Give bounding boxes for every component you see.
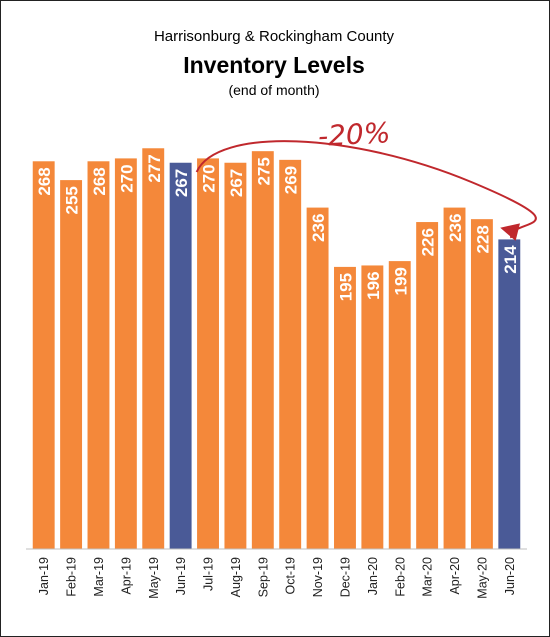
value-label-feb-19: 255	[63, 186, 82, 214]
value-label-feb-20: 199	[391, 267, 410, 295]
bar-sep-19	[251, 151, 274, 550]
x-tick-mar-19: Mar-19	[92, 557, 106, 597]
bar-mar-20	[416, 222, 439, 550]
value-label-dec-19: 195	[336, 273, 355, 301]
x-tick-oct-19: Oct-19	[284, 557, 298, 595]
bar-may-20	[470, 219, 493, 549]
value-label-aug-19: 267	[227, 169, 246, 197]
bar-may-19	[142, 148, 165, 549]
bar-jun-20	[498, 239, 521, 549]
bar-aug-19	[224, 162, 247, 550]
bar-oct-19	[279, 159, 302, 549]
value-label-mar-20: 226	[419, 228, 438, 256]
bar-feb-19	[60, 180, 83, 549]
bars-group	[32, 148, 521, 550]
value-label-may-20: 228	[473, 225, 492, 253]
chart-title: Inventory Levels	[183, 52, 365, 78]
bar-nov-19	[306, 207, 329, 549]
bar-apr-20	[443, 207, 466, 549]
bar-mar-19	[87, 161, 110, 550]
value-label-jan-20: 196	[364, 271, 383, 299]
value-label-sep-19: 275	[254, 157, 273, 185]
x-tick-aug-19: Aug-19	[229, 557, 243, 597]
value-label-mar-19: 268	[90, 167, 109, 195]
x-tick-nov-19: Nov-19	[311, 557, 325, 597]
bar-jun-19	[169, 162, 192, 550]
value-label-nov-19: 236	[309, 214, 328, 242]
annotation-arrowhead	[500, 223, 520, 241]
chart-subtitle: Harrisonburg & Rockingham County	[153, 28, 395, 45]
value-labels-group: 268 255 268 270 277 267 270 267 275 269 236 195 196 1…	[35, 154, 520, 301]
x-tick-jun-19: Jun-19	[174, 557, 188, 595]
annotation-arrow	[195, 140, 537, 239]
value-label-jun-19: 267	[172, 169, 191, 197]
x-tick-jan-20: Jan-20	[366, 557, 380, 595]
value-label-apr-20: 236	[446, 214, 465, 242]
x-tick-feb-20: Feb-20	[393, 557, 407, 597]
x-tick-jul-19: Jul-19	[202, 557, 216, 591]
x-tick-apr-20: Apr-20	[448, 557, 462, 595]
value-label-apr-19: 270	[117, 164, 136, 192]
x-tick-jun-20: Jun-20	[503, 557, 517, 595]
x-tick-may-20: May-20	[475, 557, 489, 599]
bar-dec-19	[334, 266, 356, 549]
x-tick-feb-19: Feb-19	[65, 557, 79, 597]
value-label-jun-20: 214	[501, 245, 520, 274]
bar-jan-20	[361, 265, 384, 549]
annotation-text: -20%	[317, 116, 392, 153]
chart-note: (end of month)	[228, 82, 320, 98]
bar-jan-19	[32, 161, 55, 550]
bar-feb-20	[388, 261, 411, 549]
bar-jul-19	[197, 158, 219, 549]
x-tick-sep-19: Sep-19	[256, 557, 270, 597]
bar-apr-19	[114, 158, 137, 549]
x-tick-jan-19: Jan-19	[37, 557, 51, 595]
value-label-jan-19: 268	[35, 167, 54, 195]
value-label-may-19: 277	[145, 154, 164, 182]
x-tick-dec-19: Dec-19	[338, 557, 352, 597]
value-label-oct-19: 269	[282, 166, 301, 194]
x-tick-labels-group: Jan-19 Feb-19 Mar-19 Apr-19 May-19 Jun-19 Jul-…	[37, 557, 517, 599]
x-tick-may-19: May-19	[147, 557, 161, 599]
x-tick-apr-19: Apr-19	[119, 557, 133, 595]
value-label-jul-19: 270	[200, 164, 219, 192]
x-tick-mar-20: Mar-20	[421, 557, 435, 597]
